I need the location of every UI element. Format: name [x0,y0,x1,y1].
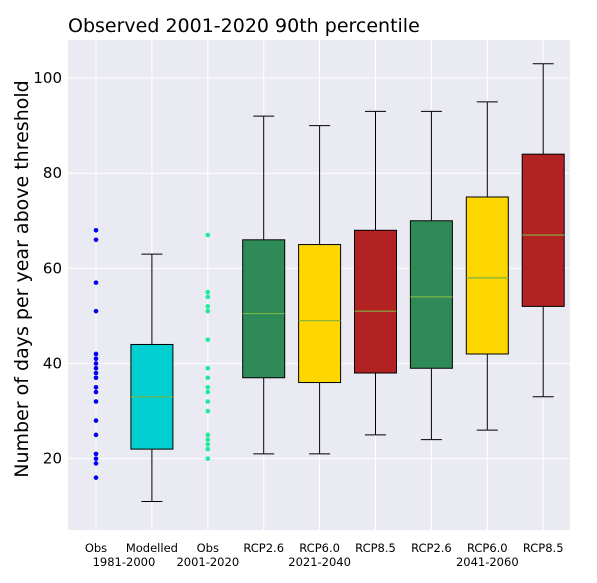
data-point [93,370,99,376]
box-iqr [242,239,286,379]
data-point [93,351,99,357]
y-axis-label: Number of days per year above threshold [11,80,33,477]
data-point [93,418,99,423]
points-0 [93,227,99,480]
data-point [93,384,99,390]
data-point [93,280,99,285]
data-point [205,399,211,404]
y-tick-label: 100 [33,69,62,87]
box-1 [130,253,174,502]
x-axis-ticks: Obs Modelled Obs RCP2.6 RCP6.0 RCP8.5 RCP2.6 RC… [85,541,564,569]
data-point [93,399,99,404]
data-point [205,304,211,309]
x-tick-label: Modelled [126,541,178,555]
data-point [205,408,211,414]
x-tick-label: RCP8.5 [355,541,396,555]
x-tick-label: RCP8.5 [523,541,564,555]
data-point [93,432,99,438]
data-point [93,308,99,314]
data-point [93,361,99,366]
y-axis-ticks: 20 40 60 80 100 [33,69,62,468]
group-label: 1981-2000 [93,555,156,569]
box-7 [465,101,509,431]
group-label: 2001-2020 [176,555,239,569]
data-point [93,461,99,466]
data-point [205,437,211,442]
data-point [93,356,99,362]
data-point [93,375,99,381]
x-tick-label: RCP2.6 [411,541,452,555]
y-tick-label: 20 [43,450,62,468]
data-point [205,456,211,461]
box-5 [354,110,397,436]
box-8 [521,63,565,398]
x-tick-label: RCP6.0 [467,541,508,555]
group-label: 2021-2040 [288,555,351,569]
box-3 [242,115,286,455]
box-6 [409,110,453,441]
box-iqr [521,153,565,307]
data-point [205,432,211,438]
box-iqr [298,244,342,384]
box-iqr [354,229,397,374]
data-point [205,308,211,314]
data-point [205,365,211,371]
data-point [205,294,211,300]
x-tick-label: RCP6.0 [299,541,340,555]
x-tick-label: Obs [85,541,107,555]
data-point [93,389,99,395]
data-point [205,337,211,343]
data-point [93,365,99,371]
y-tick-label: 60 [43,259,62,277]
data-point [93,456,99,461]
box-4 [298,125,342,455]
data-point [205,442,211,447]
data-point [205,384,211,390]
group-label: 2041-2060 [456,555,519,569]
data-point [93,451,99,457]
y-tick-label: 80 [43,164,62,182]
data-point [93,475,99,480]
points-2 [205,232,211,461]
data-point [205,289,211,295]
data-point [205,389,211,395]
data-point [205,446,211,452]
box-iqr [409,220,453,369]
box-iqr [465,196,509,355]
x-tick-label: Obs [197,541,219,555]
data-point [205,375,211,381]
x-tick-label: RCP2.6 [243,541,284,555]
y-tick-label: 40 [43,354,62,372]
data-point [205,232,211,238]
chart-marks [93,63,565,502]
chart-title: Observed 2001-2020 90th percentile [68,15,420,37]
data-point [93,237,99,243]
data-point [93,227,99,233]
